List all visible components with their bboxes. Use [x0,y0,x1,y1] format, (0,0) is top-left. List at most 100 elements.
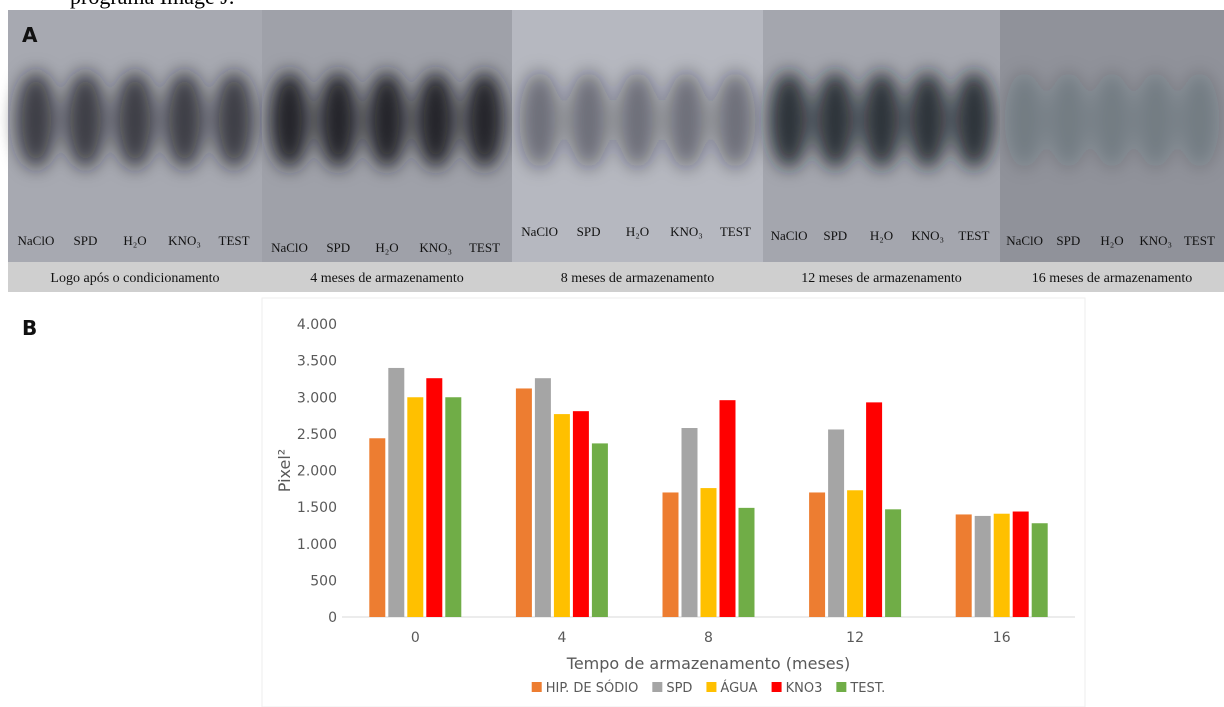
gel-band [318,72,358,168]
lane-label: KNO₃ [670,224,703,239]
lane-label: KNO₃ [1139,233,1172,248]
gel-band [1048,72,1088,168]
bar [975,516,991,617]
gel-band [1005,72,1045,168]
lane-label: SPD [1056,233,1080,248]
lane-label: H₂O [1100,233,1123,248]
bar [407,397,423,617]
bar [847,490,863,617]
header-text: programa Image J. [70,0,234,9]
gel-bands [1005,72,1220,168]
panel-caption: 16 meses de armazenamento [1032,271,1193,286]
panel-label: B [22,316,37,340]
gel-band [908,72,948,168]
gel-band [520,72,560,168]
panel-caption: 4 meses de armazenamento [310,271,464,286]
gel-bands [769,72,994,168]
legend-swatch [706,682,716,692]
bar [573,411,589,617]
gel-panels: NaClO SPD H₂O KNO₃ TEST Logo após o condicion… [8,10,1224,292]
lane-label: NaClO [1006,233,1043,248]
gel-band [16,72,56,168]
bar [739,508,755,617]
bar [994,514,1010,617]
gel-band [465,72,505,168]
legend-label: KNO3 [786,681,823,696]
lane-label: TEST [720,224,751,239]
lane-label: NaClO [771,228,808,243]
y-tick-label: 1.000 [297,537,337,553]
gel-band [618,72,658,168]
gel-band [954,72,994,168]
panel-caption: 12 meses de armazenamento [801,271,962,286]
lane-label: KNO₃ [419,240,452,255]
lane-label: TEST [219,233,250,248]
lane-label: TEST [958,228,989,243]
y-tick-label: 3.500 [297,354,337,370]
lane-label: TEST [1184,233,1215,248]
x-tick-label: 4 [557,630,566,646]
y-tick-label: 1.500 [297,500,337,516]
x-tick-label: 16 [993,630,1011,646]
gel-band [1179,72,1219,168]
gel-band [815,72,855,168]
x-tick-label: 0 [411,630,420,646]
gel-band [115,72,155,168]
x-tick-label: 8 [704,630,713,646]
bar [1013,512,1029,617]
y-tick-label: 2.000 [297,464,337,480]
legend-label: TEST. [849,681,885,696]
panel-caption: Logo após o condicionamento [50,271,219,286]
gel-band [367,72,407,168]
bar [445,397,461,617]
lane-label: H₂O [870,228,893,243]
y-tick-label: 3.000 [297,390,337,406]
bar [516,388,532,617]
panel-label: A [22,23,38,47]
lane-label: KNO₃ [168,233,201,248]
gel-band [270,72,310,168]
lane-label: KNO₃ [911,228,944,243]
gel-band [416,72,456,168]
lane-label: SPD [577,224,601,239]
legend-swatch [532,682,542,692]
lane-label: SPD [74,233,98,248]
legend-label: SPD [666,681,692,696]
lane-label: H₂O [123,233,146,248]
bar [885,509,901,617]
legend-swatch [836,682,846,692]
bar [720,400,736,617]
legend-label: ÁGUA [720,680,757,696]
legend-swatch [772,682,782,692]
legend-swatch [652,682,662,692]
bar [682,428,698,617]
gel-band [569,72,609,168]
y-tick-label: 4.000 [297,317,337,333]
gel-band [862,72,902,168]
bar [554,414,570,617]
y-axis-title: Pixel² [275,449,294,492]
lane-label: H₂O [375,240,398,255]
bar [866,402,882,617]
gel-band [666,72,706,168]
gel-band [214,72,254,168]
bar [369,438,385,617]
y-tick-label: 500 [310,573,337,589]
lane-label: NaClO [271,240,308,255]
legend-label: HIP. DE SÓDIO [546,680,639,696]
gel-band [165,72,205,168]
x-tick-label: 12 [846,630,864,646]
lane-label: SPD [823,228,847,243]
bar [592,443,608,617]
lane-label: H₂O [626,224,649,239]
gel-band [1136,72,1176,168]
bar [663,492,679,617]
x-axis-title: Tempo de armazenamento (meses) [566,654,850,673]
bar [535,378,551,617]
bar [828,429,844,617]
panel-caption: 8 meses de armazenamento [561,271,715,286]
y-tick-label: 2.500 [297,427,337,443]
gel-band [1092,72,1132,168]
gel-band [65,72,105,168]
lane-label: NaClO [18,233,55,248]
